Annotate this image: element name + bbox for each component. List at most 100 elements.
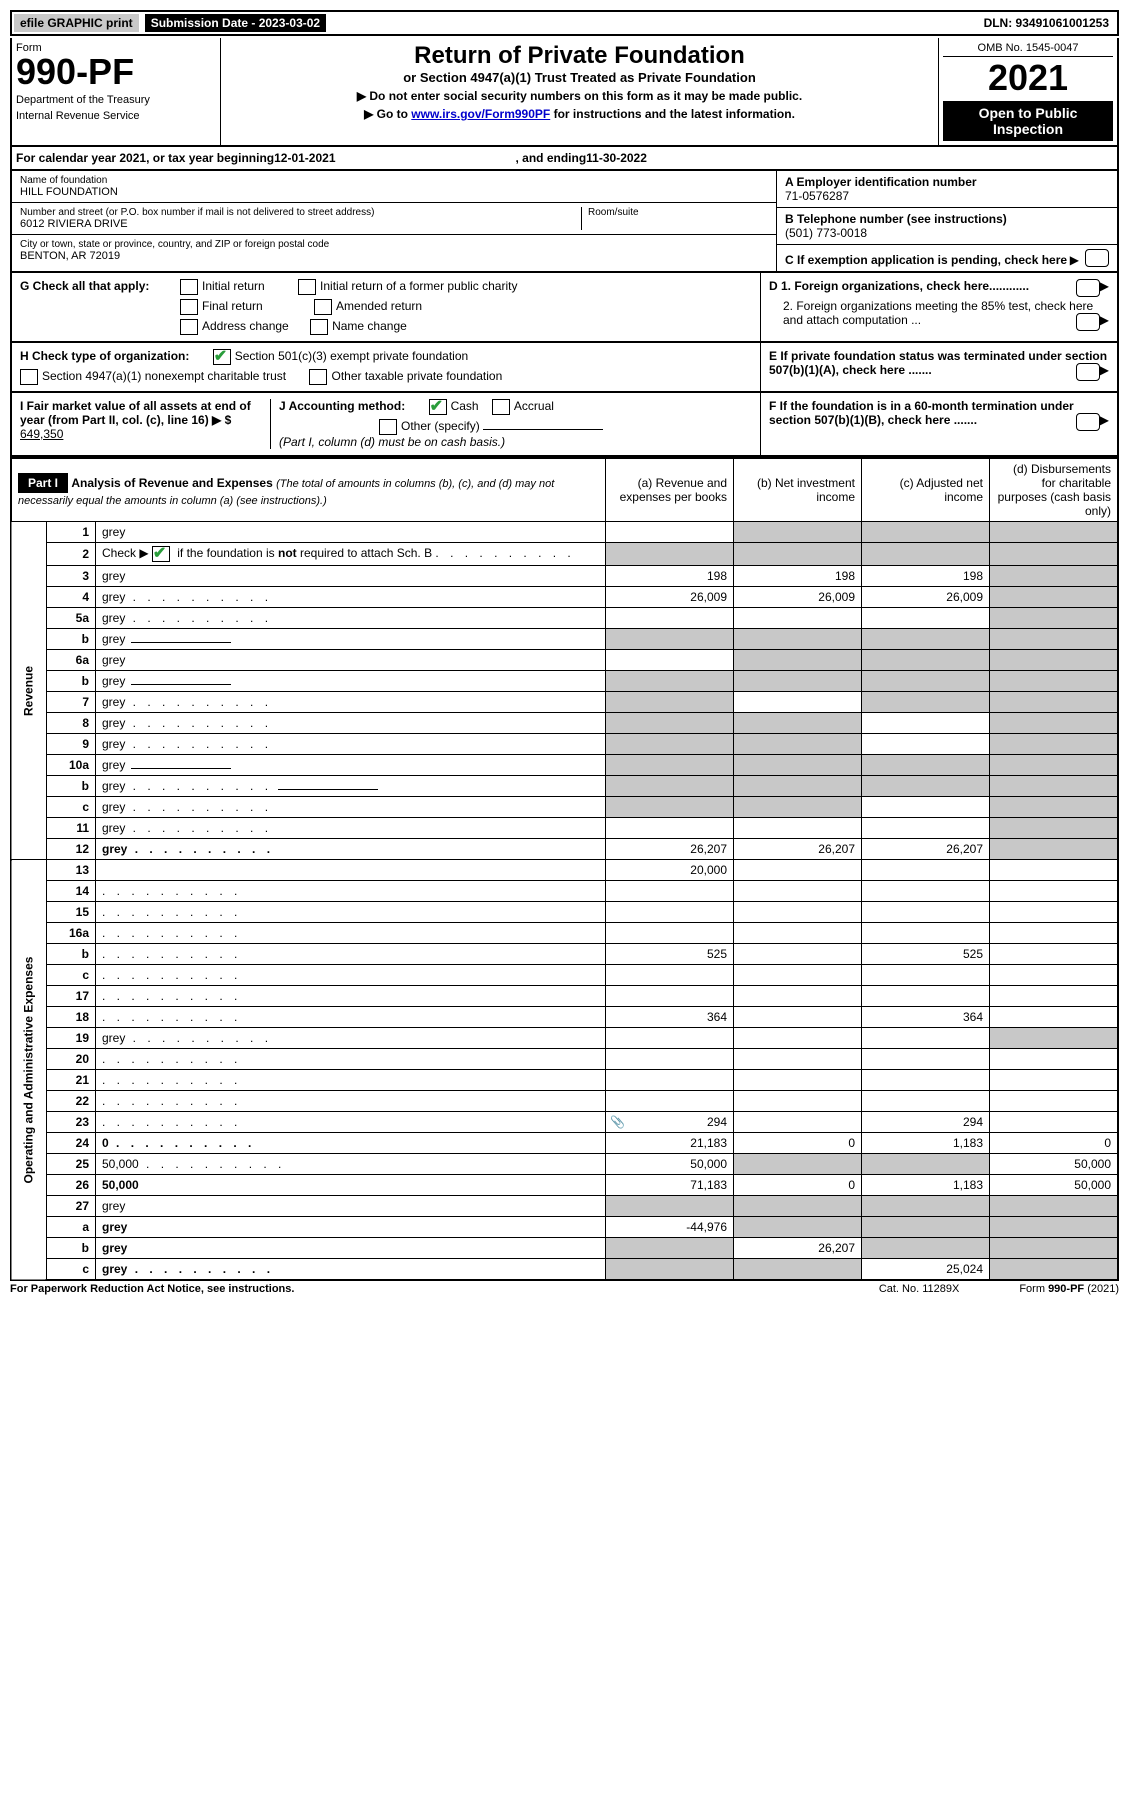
j-cash-checkbox[interactable] — [429, 399, 447, 415]
cell-val — [734, 881, 862, 902]
footer: For Paperwork Reduction Act Notice, see … — [10, 1283, 1119, 1295]
cell-val — [734, 923, 862, 944]
cell-val — [734, 860, 862, 881]
c-checkbox[interactable] — [1085, 249, 1109, 267]
table-row: 2650,00071,18301,18350,000 — [11, 1175, 1118, 1196]
table-row: 2550,00050,00050,000 — [11, 1154, 1118, 1175]
row-number: 3 — [47, 566, 96, 587]
irs-link[interactable]: www.irs.gov/Form990PF — [411, 107, 550, 121]
table-row: bgrey26,207 — [11, 1238, 1118, 1259]
cell-val — [734, 818, 862, 839]
final-return-checkbox[interactable] — [180, 299, 198, 315]
cell-val — [606, 692, 734, 713]
j-other-checkbox[interactable] — [379, 419, 397, 435]
cell-val — [606, 1238, 734, 1259]
address-change-checkbox[interactable] — [180, 319, 198, 335]
cell-val: 26,207 — [606, 839, 734, 860]
row-number: 8 — [47, 713, 96, 734]
year-box: OMB No. 1545-0047 2021 Open to Public In… — [939, 38, 1117, 145]
cell-val — [606, 986, 734, 1007]
row-number: 4 — [47, 587, 96, 608]
dept-treasury: Department of the Treasury — [16, 94, 216, 106]
attachment-icon[interactable] — [610, 1115, 629, 1129]
form-number: 990-PF — [16, 54, 216, 90]
table-row: 9grey — [11, 734, 1118, 755]
initial-public-checkbox[interactable] — [298, 279, 316, 295]
phone-value: (501) 773-0018 — [785, 226, 1109, 240]
row-number: b — [47, 944, 96, 965]
cell-val: 525 — [862, 944, 990, 965]
table-row: 24021,18301,1830 — [11, 1133, 1118, 1154]
h2-checkbox[interactable] — [20, 369, 38, 385]
cell-val — [990, 839, 1119, 860]
cell-val — [606, 776, 734, 797]
cell-val — [734, 671, 862, 692]
cell-val — [990, 629, 1119, 650]
row-number: 18 — [47, 1007, 96, 1028]
cell-val — [862, 522, 990, 543]
top-bar: efile GRAPHIC print Submission Date - 20… — [10, 10, 1119, 36]
cell-val — [606, 608, 734, 629]
row-number: 13 — [47, 860, 96, 881]
cell-val — [862, 734, 990, 755]
row-desc: grey — [96, 629, 606, 650]
table-row: 2Check ▶ if the foundation is not requir… — [11, 543, 1118, 566]
cell-val — [734, 734, 862, 755]
row-desc: 50,000 — [96, 1154, 606, 1175]
c-label: C If exemption application is pending, c… — [785, 253, 1067, 267]
row-desc: Check ▶ if the foundation is not require… — [96, 543, 606, 566]
part1-label: Part I — [18, 473, 68, 493]
row-desc: 50,000 — [96, 1175, 606, 1196]
table-row: 17 — [11, 986, 1118, 1007]
cell-val: 50,000 — [990, 1154, 1119, 1175]
cell-val: 1,183 — [862, 1175, 990, 1196]
cell-val — [990, 1091, 1119, 1112]
table-row: Operating and Administrative Expenses132… — [11, 860, 1118, 881]
name-change-checkbox[interactable] — [310, 319, 328, 335]
h1-checkbox[interactable] — [213, 349, 231, 365]
cell-val — [734, 755, 862, 776]
f-checkbox[interactable] — [1076, 413, 1100, 431]
cell-val — [862, 1238, 990, 1259]
cell-val: 0 — [990, 1133, 1119, 1154]
col-c: (c) Adjusted net income — [862, 458, 990, 522]
row-number: 5a — [47, 608, 96, 629]
cell-val — [862, 776, 990, 797]
table-row: cgrey — [11, 797, 1118, 818]
cell-val — [734, 1112, 862, 1133]
cell-val — [862, 881, 990, 902]
cell-val — [734, 902, 862, 923]
initial-return-checkbox[interactable] — [180, 279, 198, 295]
cell-val — [862, 608, 990, 629]
row-desc: grey — [96, 692, 606, 713]
e-checkbox[interactable] — [1076, 363, 1100, 381]
cell-val: 26,207 — [862, 839, 990, 860]
cell-val — [606, 965, 734, 986]
j-accrual-checkbox[interactable] — [492, 399, 510, 415]
cell-val — [862, 923, 990, 944]
h3-checkbox[interactable] — [309, 369, 327, 385]
row-number: 9 — [47, 734, 96, 755]
submission-date: Submission Date - 2023-03-02 — [145, 14, 326, 32]
row-desc: grey — [96, 671, 606, 692]
g-label: G Check all that apply: — [20, 279, 180, 335]
row-number: 17 — [47, 986, 96, 1007]
schb-checkbox[interactable] — [152, 546, 170, 562]
d2-checkbox[interactable] — [1076, 313, 1100, 331]
cell-val — [990, 923, 1119, 944]
cell-val — [862, 965, 990, 986]
form-subtitle: or Section 4947(a)(1) Trust Treated as P… — [225, 70, 934, 85]
cell-val — [990, 818, 1119, 839]
amended-return-checkbox[interactable] — [314, 299, 332, 315]
cell-val — [990, 608, 1119, 629]
row-desc: grey — [96, 1217, 606, 1238]
cell-val — [862, 543, 990, 566]
cell-val: 294 — [606, 1112, 734, 1133]
d1-checkbox[interactable] — [1076, 279, 1100, 297]
cell-val — [734, 1007, 862, 1028]
cell-val: 364 — [606, 1007, 734, 1028]
row-number: 27 — [47, 1196, 96, 1217]
row-number: b — [47, 629, 96, 650]
foundation-info: Name of foundation HILL FOUNDATION Numbe… — [10, 171, 1119, 273]
cell-val: 26,009 — [862, 587, 990, 608]
